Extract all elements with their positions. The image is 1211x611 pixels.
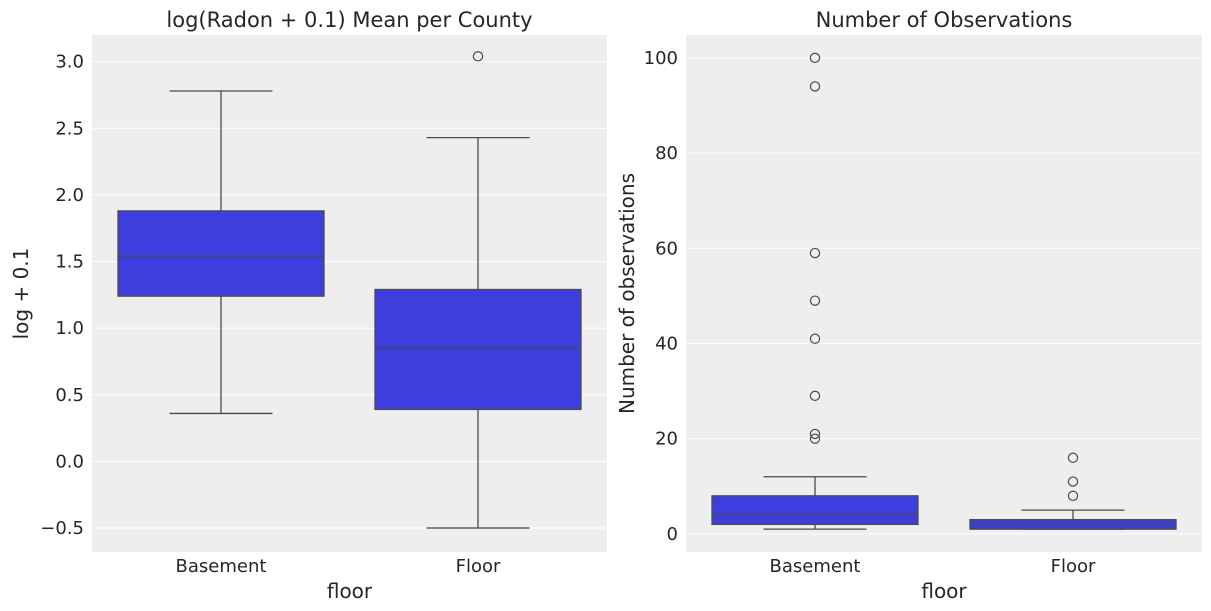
y-tick-label: 20 [655, 429, 678, 450]
y-tick-label: 3.0 [55, 52, 84, 73]
box-basement [117, 90, 325, 415]
outlier-point [809, 81, 821, 92]
y-tick-label: 40 [655, 333, 678, 354]
x-ticks-left: Basement Floor [176, 556, 501, 577]
outlier-point [1067, 452, 1079, 463]
box-iqr [374, 288, 582, 411]
y-tick-label: 0.0 [55, 451, 84, 472]
outlier-point [809, 295, 821, 306]
boxes-left [117, 51, 582, 529]
y-tick-label: 0 [667, 524, 678, 545]
box-basement [711, 52, 919, 530]
outlier-point [809, 333, 821, 344]
x-ticks-right: Basement Floor [770, 556, 1096, 577]
outlier-point [809, 52, 821, 64]
y-tick-label: −0.5 [40, 518, 84, 539]
boxes-right [711, 52, 1177, 530]
x-axis-label-left: floor [327, 579, 373, 603]
outlier-point [809, 247, 821, 259]
y-axis-label-left: log + 0.1 [9, 248, 33, 340]
chart-title-left: log(Radon + 0.1) Mean per County [166, 8, 532, 32]
box-iqr [117, 210, 325, 297]
chart-right: 0 20 40 60 80 100 Basement Floor Number of Obs… [615, 8, 1202, 603]
y-axis-label-right: Number of observations [615, 173, 639, 414]
y-ticks-right: 0 20 40 60 80 100 [644, 48, 678, 545]
outlier-point [1067, 490, 1079, 502]
y-tick-label: 80 [655, 143, 678, 164]
y-tick-label: 2.0 [55, 185, 84, 206]
y-tick-label: 0.5 [55, 385, 84, 406]
outlier-point [809, 390, 821, 402]
y-tick-label: 100 [644, 48, 678, 69]
y-tick-label: 1.0 [55, 318, 84, 339]
grid-left [92, 61, 607, 529]
y-tick-label: 60 [655, 238, 678, 259]
y-ticks-left: −0.5 0.0 0.5 1.0 1.5 2.0 2.5 3.0 [40, 52, 84, 539]
chart-title-right: Number of Observations [816, 8, 1073, 32]
chart-left: −0.50.00.51.01.52.02.53.0 Basement Floor … [9, 8, 607, 603]
y-tick-label: 2.5 [55, 118, 84, 139]
box-iqr [711, 495, 919, 526]
x-tick-label: Floor [456, 556, 501, 577]
x-axis-label-right: floor [921, 579, 967, 603]
outlier-point [809, 428, 821, 440]
plot-area-right [686, 35, 1202, 552]
grid-right [686, 57, 1202, 535]
box-floor [374, 51, 582, 529]
outlier-point [1067, 476, 1079, 487]
y-tick-label: 1.5 [55, 252, 84, 273]
outlier-point [472, 51, 484, 62]
outlier-point [809, 433, 821, 444]
box-floor [969, 452, 1177, 530]
x-tick-label: Basement [176, 556, 267, 577]
x-tick-label: Floor [1051, 556, 1096, 577]
x-tick-label: Basement [770, 556, 861, 577]
